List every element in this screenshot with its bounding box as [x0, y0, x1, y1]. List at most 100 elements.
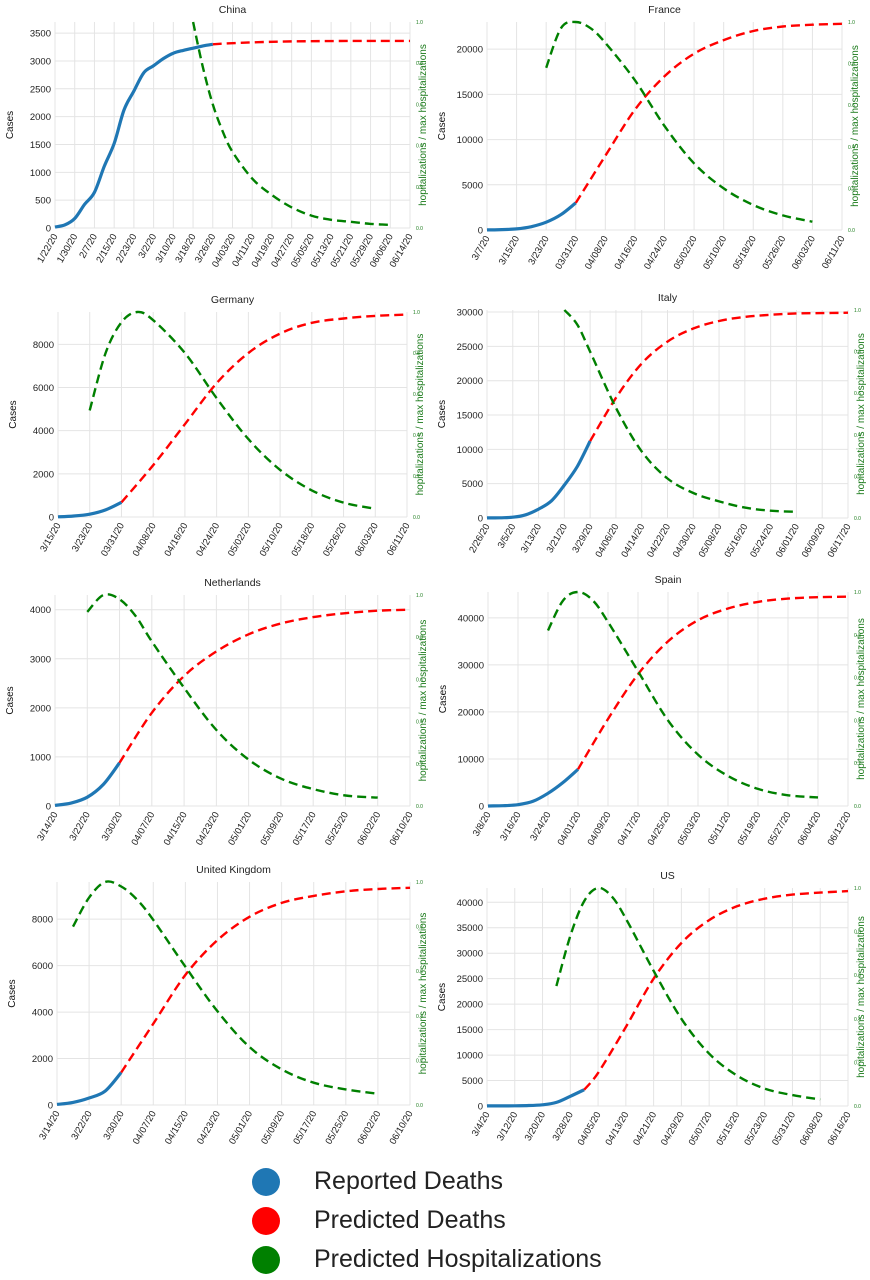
y-axis-label: Cases	[8, 400, 19, 428]
x-tick-label: 05/25/20	[323, 1109, 351, 1147]
y-tick-label: 8000	[33, 340, 54, 351]
y2-tick-label: 0.6	[416, 969, 423, 975]
x-tick-label: 3/22/20	[69, 1109, 94, 1142]
x-tick-label: 3/24/20	[528, 810, 553, 843]
y-tick-label: 30000	[457, 308, 483, 319]
legend-dot-reported-deaths	[252, 1167, 280, 1196]
x-tick-label: 05/19/20	[736, 810, 764, 848]
y2-tick-label: 0.8	[416, 925, 423, 931]
x-tick-label: 06/08/20	[798, 1110, 826, 1148]
y-tick-label: 2000	[32, 1054, 53, 1065]
y2-tick-label: 1.0	[413, 310, 420, 316]
x-tick-label: 04/25/20	[646, 810, 674, 848]
y2-tick-label: 0.6	[416, 677, 423, 683]
x-tick-label: 06/02/20	[355, 810, 383, 848]
x-tick-label: 3/14/20	[35, 810, 60, 843]
x-tick-label: 05/26/20	[321, 521, 349, 559]
x-tick-label: 3/29/20	[570, 522, 595, 555]
y-tick-label: 1500	[30, 140, 51, 151]
x-tick-label: 04/07/20	[129, 810, 157, 848]
y-tick-label: 0	[479, 802, 484, 813]
y2-tick-label: 0.4	[854, 718, 861, 724]
x-tick-label: 05/18/20	[731, 234, 759, 272]
x-tick-label: 06/10/20	[388, 810, 416, 848]
y-tick-label: 15000	[457, 411, 483, 422]
y-tick-label: 5000	[462, 479, 483, 490]
x-tick-label: 05/16/20	[722, 522, 750, 560]
x-tick-label: 2/26/20	[467, 522, 492, 555]
chart-title: US	[660, 870, 675, 882]
y-axis-label: Cases	[437, 400, 448, 428]
y2-tick-label: 0.2	[413, 474, 420, 480]
y2-axis-label: hopitalizations / max hospitalizations	[856, 618, 867, 780]
legend-dot-predicted-deaths	[252, 1206, 280, 1235]
y-tick-label: 20000	[458, 707, 484, 718]
y-tick-label: 25000	[457, 974, 483, 985]
y2-tick-label: 1.0	[854, 308, 861, 314]
chart-china: 05001000150020002500300035001/22/201/30/…	[5, 4, 429, 270]
x-tick-label: 06/02/20	[355, 1109, 383, 1147]
legend-item-predicted-hospitalizations: Predicted Hospitalizations	[250, 1240, 710, 1279]
x-tick-label: 06/01/20	[774, 522, 802, 560]
y2-tick-label: 0.8	[416, 61, 423, 67]
y2-tick-label: 0.2	[854, 1060, 861, 1066]
x-tick-label: 04/17/20	[616, 810, 644, 848]
y-tick-label: 3500	[30, 29, 51, 40]
chart-title: Netherlands	[204, 577, 261, 589]
x-tick-label: 04/24/20	[642, 234, 670, 272]
y-axis-label: Cases	[437, 983, 448, 1011]
x-tick-label: 3/21/20	[545, 522, 570, 555]
x-tick-label: 3/28/20	[551, 1110, 576, 1143]
x-tick-label: 3/20/20	[523, 1110, 548, 1143]
y-tick-label: 10000	[457, 135, 483, 146]
y-tick-label: 0	[478, 1102, 483, 1113]
x-tick-label: 04/16/20	[612, 234, 640, 272]
y2-tick-label: 0.2	[854, 474, 861, 480]
y-tick-label: 4000	[30, 605, 51, 616]
y2-tick-label: 0.0	[848, 228, 855, 234]
y2-tick-label: 0.0	[416, 804, 423, 810]
x-tick-label: 04/23/20	[194, 810, 222, 848]
x-tick-label: 04/22/20	[645, 522, 673, 560]
series-line-predicted-deaths	[118, 608, 411, 764]
x-tick-label: 3/14/20	[37, 1109, 62, 1142]
y2-tick-label: 0.6	[848, 103, 855, 109]
x-tick-label: 04/06/20	[594, 522, 622, 560]
y2-axis-label: hopitalizations / max hospitalizations	[418, 913, 429, 1075]
y-tick-label: 25000	[457, 342, 483, 353]
legend-item-reported-deaths: Reported Deaths	[250, 1162, 710, 1201]
x-tick-label: 05/07/20	[687, 1110, 715, 1148]
series-line-predicted-deaths	[120, 886, 411, 1074]
chart-title: China	[219, 4, 247, 16]
y-axis-label: Cases	[438, 685, 449, 713]
series-line-reported-deaths	[56, 1071, 123, 1106]
x-tick-label: 3/16/20	[498, 810, 523, 843]
x-tick-label: 3/4/20	[470, 1110, 493, 1138]
y2-tick-label: 1.0	[854, 886, 861, 892]
x-tick-label: 3/23/20	[526, 234, 551, 267]
series-line-predicted-deaths	[574, 22, 843, 204]
x-tick-label: 05/17/20	[291, 1109, 319, 1147]
x-tick-label: 3/8/20	[471, 810, 494, 838]
y-tick-label: 40000	[458, 613, 484, 624]
y2-tick-label: 0.2	[416, 1058, 423, 1064]
x-tick-label: 04/16/20	[162, 521, 190, 559]
y2-tick-label: 0.2	[854, 761, 861, 767]
legend-label-predicted-deaths: Predicted Deaths	[314, 1206, 506, 1234]
series-line-predicted-hospitalizations	[545, 20, 813, 223]
y-tick-label: 0	[478, 514, 483, 525]
x-tick-label: 05/18/20	[289, 521, 317, 559]
series-line-predicted-deaths	[583, 889, 849, 1091]
y2-tick-label: 0.2	[416, 762, 423, 768]
x-tick-label: 06/12/20	[826, 810, 854, 848]
x-tick-label: 04/15/20	[162, 810, 190, 848]
x-tick-label: 04/21/20	[631, 1110, 659, 1148]
y-axis-label: Cases	[5, 111, 16, 139]
x-tick-label: 05/24/20	[748, 522, 776, 560]
x-tick-label: 06/10/20	[388, 1109, 416, 1147]
x-tick-label: 06/03/20	[790, 234, 818, 272]
x-tick-label: 05/15/20	[715, 1110, 743, 1148]
